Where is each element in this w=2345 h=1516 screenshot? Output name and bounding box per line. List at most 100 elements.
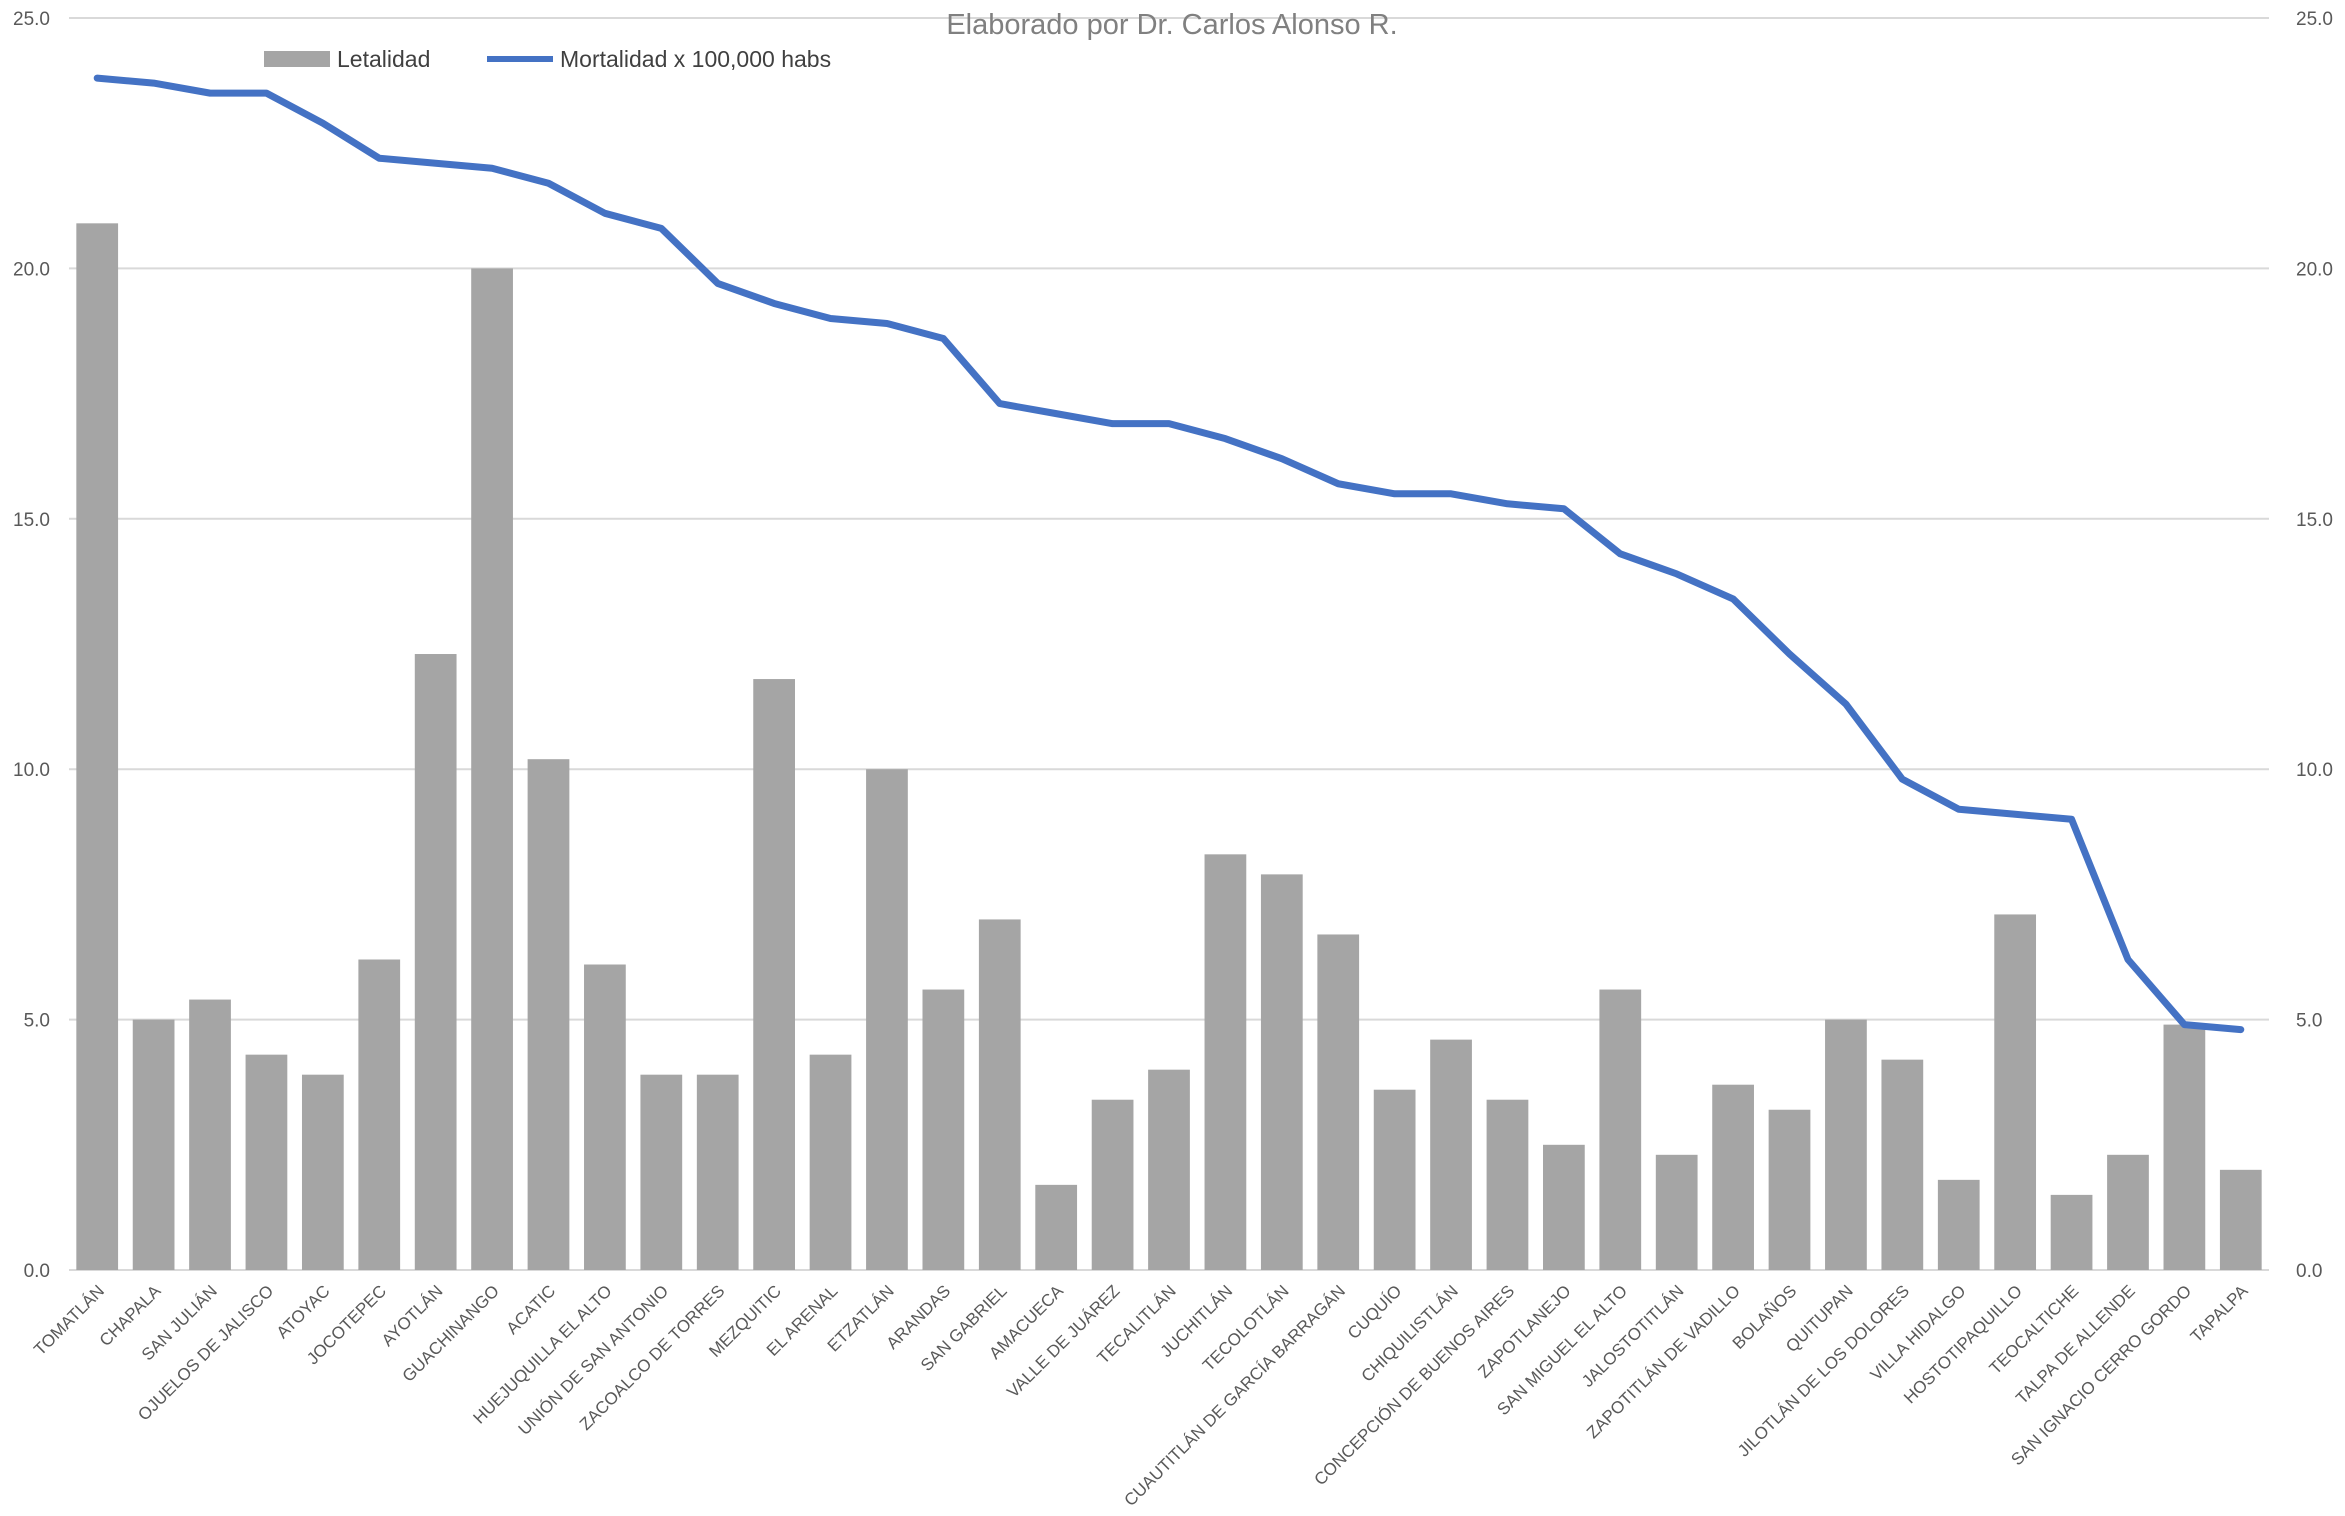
line-point-mortalidad [1055, 412, 1058, 415]
line-point-mortalidad [829, 317, 832, 320]
bar-letalidad [132, 1019, 175, 1270]
bar-letalidad [1768, 1109, 1811, 1270]
bar-letalidad [1373, 1089, 1416, 1270]
left-tick-label: 25.0 [13, 9, 50, 30]
bar-letalidad [1712, 1084, 1754, 1270]
line-point-mortalidad [547, 182, 550, 185]
bar-letalidad [1994, 914, 2037, 1270]
line-point-mortalidad [1506, 502, 1509, 505]
bar-letalidad [1881, 1059, 1924, 1270]
bar-letalidad [1035, 1184, 1078, 1270]
right-tick-label: 0.0 [2296, 1261, 2322, 1282]
line-point-mortalidad [1957, 808, 1960, 811]
bar-letalidad [527, 759, 570, 1270]
right-tick-label: 5.0 [2296, 1011, 2322, 1032]
line-point-mortalidad [1280, 457, 1283, 460]
bar-letalidad [245, 1054, 288, 1270]
right-axis-ticks: 0.0 5.0 10.0 15.0 20.0 25.0 [2296, 9, 2333, 1282]
line-point-mortalidad [1337, 482, 1340, 485]
line-point-mortalidad [1619, 552, 1622, 555]
right-tick-label: 10.0 [2296, 760, 2333, 781]
category-label: ACATIC [503, 1281, 560, 1338]
right-tick-label: 25.0 [2296, 9, 2333, 30]
mortalidad-line-series [93, 74, 2245, 1034]
line-point-mortalidad [1901, 778, 1904, 781]
line-point-mortalidad [2014, 813, 2017, 816]
line-point-mortalidad [1562, 507, 1565, 510]
bar-letalidad [866, 769, 908, 1270]
legend-label-letalidad: Letalidad [337, 46, 430, 72]
line-point-mortalidad [1393, 492, 1396, 495]
bar-letalidad [471, 268, 513, 1270]
bar-letalidad [414, 654, 457, 1270]
bar-letalidad [1599, 989, 1642, 1270]
bar-letalidad [1148, 1069, 1190, 1270]
line-point-mortalidad [1224, 437, 1227, 440]
bar-letalidad [1317, 934, 1360, 1270]
line-point-mortalidad [885, 322, 888, 325]
line-point-mortalidad [2126, 958, 2129, 961]
line-point-mortalidad [1111, 422, 1114, 425]
letalidad-bars [76, 223, 2262, 1270]
line-point-mortalidad [152, 82, 155, 85]
bar-letalidad [2163, 1024, 2206, 1270]
line-point-mortalidad [1732, 597, 1735, 600]
line-point-mortalidad [1844, 703, 1847, 706]
line-point-mortalidad [1168, 422, 1170, 425]
bar-letalidad [1543, 1144, 1585, 1270]
line-point-mortalidad [1675, 572, 1678, 575]
bar-letalidad [978, 919, 1021, 1270]
line-point-mortalidad [2070, 818, 2073, 821]
line-point-mortalidad [1450, 492, 1453, 495]
line-point-mortalidad [96, 77, 99, 80]
line-point-mortalidad [716, 282, 719, 285]
right-tick-label: 15.0 [2296, 510, 2333, 531]
line-point-mortalidad [1788, 653, 1791, 656]
bar-letalidad [189, 999, 231, 1270]
left-tick-label: 5.0 [24, 1011, 50, 1032]
legend: Letalidad Mortalidad x 100,000 habs [264, 46, 831, 72]
bar-letalidad [640, 1074, 683, 1270]
left-tick-label: 20.0 [13, 259, 50, 280]
line-point-mortalidad [942, 337, 945, 340]
line-point-mortalidad [491, 167, 494, 170]
line-point-mortalidad [265, 92, 268, 95]
line-point-mortalidad [209, 92, 212, 95]
bar-letalidad [1825, 1019, 1867, 1270]
left-axis-ticks: 0.0 5.0 10.0 15.0 20.0 25.0 [13, 9, 50, 1282]
category-label: CHIQUILISTLÁN [1358, 1281, 1462, 1385]
left-tick-label: 15.0 [13, 510, 50, 531]
bar-letalidad [2050, 1194, 2093, 1270]
category-label: CONCEPCIÓN DE BUENOS AIRES [1310, 1281, 1518, 1489]
bar-letalidad [1260, 874, 1303, 1270]
bar-letalidad [753, 679, 795, 1270]
category-label: TOMATLÁN [30, 1281, 108, 1359]
line-point-mortalidad [773, 302, 776, 305]
bar-letalidad [2219, 1169, 2262, 1270]
legend-label-mortalidad: Mortalidad x 100,000 habs [560, 46, 831, 72]
bar-letalidad [584, 964, 626, 1270]
category-label: TAPALPA [2187, 1281, 2252, 1346]
line-point-mortalidad [321, 122, 324, 125]
bar-letalidad [76, 223, 119, 1270]
line-point-mortalidad [434, 162, 437, 165]
chart-title: Elaborado por Dr. Carlos Alonso R. [946, 9, 1397, 41]
category-label: GUACHINANGO [399, 1281, 503, 1385]
bar-letalidad [1430, 1039, 1472, 1270]
bar-letalidad [922, 989, 965, 1270]
line-point-mortalidad [2183, 1023, 2186, 1026]
legend-swatch-letalidad [264, 51, 330, 67]
bar-letalidad [358, 959, 401, 1270]
line-point-mortalidad [998, 402, 1001, 405]
bar-letalidad [1204, 854, 1247, 1270]
bar-letalidad [1937, 1179, 1980, 1270]
bar-letalidad [1486, 1099, 1529, 1270]
line-point-mortalidad [660, 227, 663, 230]
category-label: VILLA HIDALGO [1867, 1281, 1970, 1384]
line-point-mortalidad [2239, 1028, 2242, 1031]
right-tick-label: 20.0 [2296, 259, 2333, 280]
bar-letalidad [1655, 1154, 1698, 1270]
line-point-mortalidad [603, 212, 606, 215]
